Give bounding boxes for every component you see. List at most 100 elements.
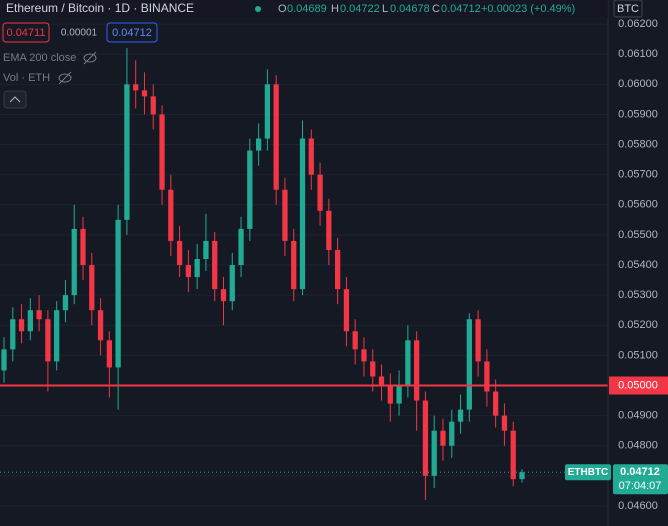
candle-body [27, 310, 33, 332]
candle-body [405, 340, 411, 386]
candle-body [493, 391, 499, 416]
candle-body [255, 138, 262, 151]
candle-body [168, 189, 174, 241]
eye-off-icon[interactable] [83, 51, 97, 65]
y-tick-label: 0.06100 [618, 48, 658, 60]
candle-body [291, 240, 297, 290]
currency-box[interactable] [613, 0, 643, 18]
legend-bar: Ethereum / Bitcoin · 1D · BINANCE O 0.04… [0, 0, 643, 18]
candle-body [150, 96, 156, 115]
candle-body [203, 240, 209, 260]
candle-body [106, 340, 112, 368]
buy-price[interactable]: 0.04712 [112, 27, 152, 39]
hline-label: 0.05000 [618, 379, 658, 391]
candle-body [519, 472, 525, 480]
candle-body [176, 240, 183, 266]
y-tick-label: 0.05700 [618, 169, 658, 181]
l-value: 0.04678 [390, 3, 430, 15]
candle-body [247, 150, 253, 229]
candle-body [396, 385, 402, 404]
candle-body [299, 138, 306, 290]
sell-price[interactable]: 0.04711 [7, 27, 46, 39]
candle-body [475, 319, 481, 362]
candle-body [220, 289, 227, 302]
h-value: 0.04722 [340, 3, 380, 15]
countdown: 07:04:07 [619, 480, 662, 492]
y-tick-label: 0.05500 [618, 229, 658, 241]
candle-body [141, 90, 148, 97]
y-tick-label: 0.06200 [618, 18, 658, 30]
trade-buttons: 0.04711 0.00001 0.04712 [2, 22, 158, 43]
status-dot [255, 6, 261, 12]
candle-body [501, 415, 508, 431]
symbol-label: ETHBTC [568, 467, 609, 478]
candle-body [440, 430, 446, 446]
c-value: 0.04712 [441, 3, 481, 15]
symbol[interactable]: Ethereum / Bitcoin · 1D · BINANCE [6, 1, 194, 15]
y-tick-label: 0.06000 [618, 78, 658, 90]
candle-body [282, 189, 288, 241]
l-label: L [382, 3, 388, 15]
y-tick-label: 0.05400 [618, 259, 658, 271]
candle-body [326, 210, 332, 250]
y-tick-label: 0.04900 [618, 410, 658, 422]
candle-body [194, 259, 200, 278]
c-label: C [432, 3, 440, 15]
candle-body [449, 421, 455, 446]
price-axis: 0.046000.047000.048000.049000.050000.051… [609, 18, 668, 512]
candle-body [510, 430, 516, 480]
collapse-button[interactable] [3, 90, 27, 109]
candle-body [1, 349, 7, 371]
y-tick-label: 0.05100 [618, 349, 658, 361]
candle-body [334, 249, 341, 290]
candle-body [185, 265, 192, 278]
candle-body [352, 331, 358, 350]
candle-body [466, 319, 472, 410]
symbol-label-bg [565, 464, 611, 481]
candle-body [264, 84, 271, 139]
y-tick-label: 0.05900 [618, 108, 658, 120]
candle-body [238, 228, 244, 266]
candle-body [80, 228, 86, 266]
hline-label-bg [609, 376, 668, 395]
candle-body [484, 361, 490, 392]
candle-body [97, 310, 104, 341]
candle-body [431, 430, 437, 476]
candle-body [308, 138, 314, 175]
last-price-bg [613, 464, 668, 495]
candle-body [45, 319, 51, 362]
y-tick-label: 0.04800 [618, 440, 658, 452]
candle-body [133, 84, 139, 91]
last-price-label: 0.04712 [620, 466, 660, 478]
candle-body [387, 385, 393, 404]
candle-body [159, 114, 165, 190]
candle-body [10, 319, 16, 350]
candle-body [54, 310, 60, 362]
candle-body [457, 409, 464, 422]
candle-body [361, 349, 367, 362]
sell-button[interactable] [2, 22, 50, 43]
o-value: 0.04689 [287, 3, 327, 15]
y-tick-label: 0.05800 [618, 138, 658, 150]
candle-body [414, 340, 420, 401]
candle-body [370, 361, 376, 377]
candle-body [115, 219, 121, 368]
candle-body [18, 319, 25, 332]
candle-body [378, 376, 385, 386]
change: +0.00023 (+0.49%) [481, 3, 575, 15]
candle-body [89, 265, 95, 311]
y-tick-label: 0.05300 [618, 289, 658, 301]
candle-body [343, 289, 350, 332]
vol-indicator[interactable]: Vol · ETH [3, 72, 50, 84]
candle-body [317, 174, 323, 211]
candle-body [124, 84, 130, 220]
candle-body [36, 310, 42, 320]
eye-off-icon[interactable] [58, 71, 72, 85]
ema-indicator[interactable]: EMA 200 close [3, 52, 76, 64]
plot-area [0, 23, 608, 507]
candle-body [62, 295, 69, 311]
currency[interactable]: BTC [617, 3, 639, 15]
buy-button[interactable] [106, 22, 158, 43]
